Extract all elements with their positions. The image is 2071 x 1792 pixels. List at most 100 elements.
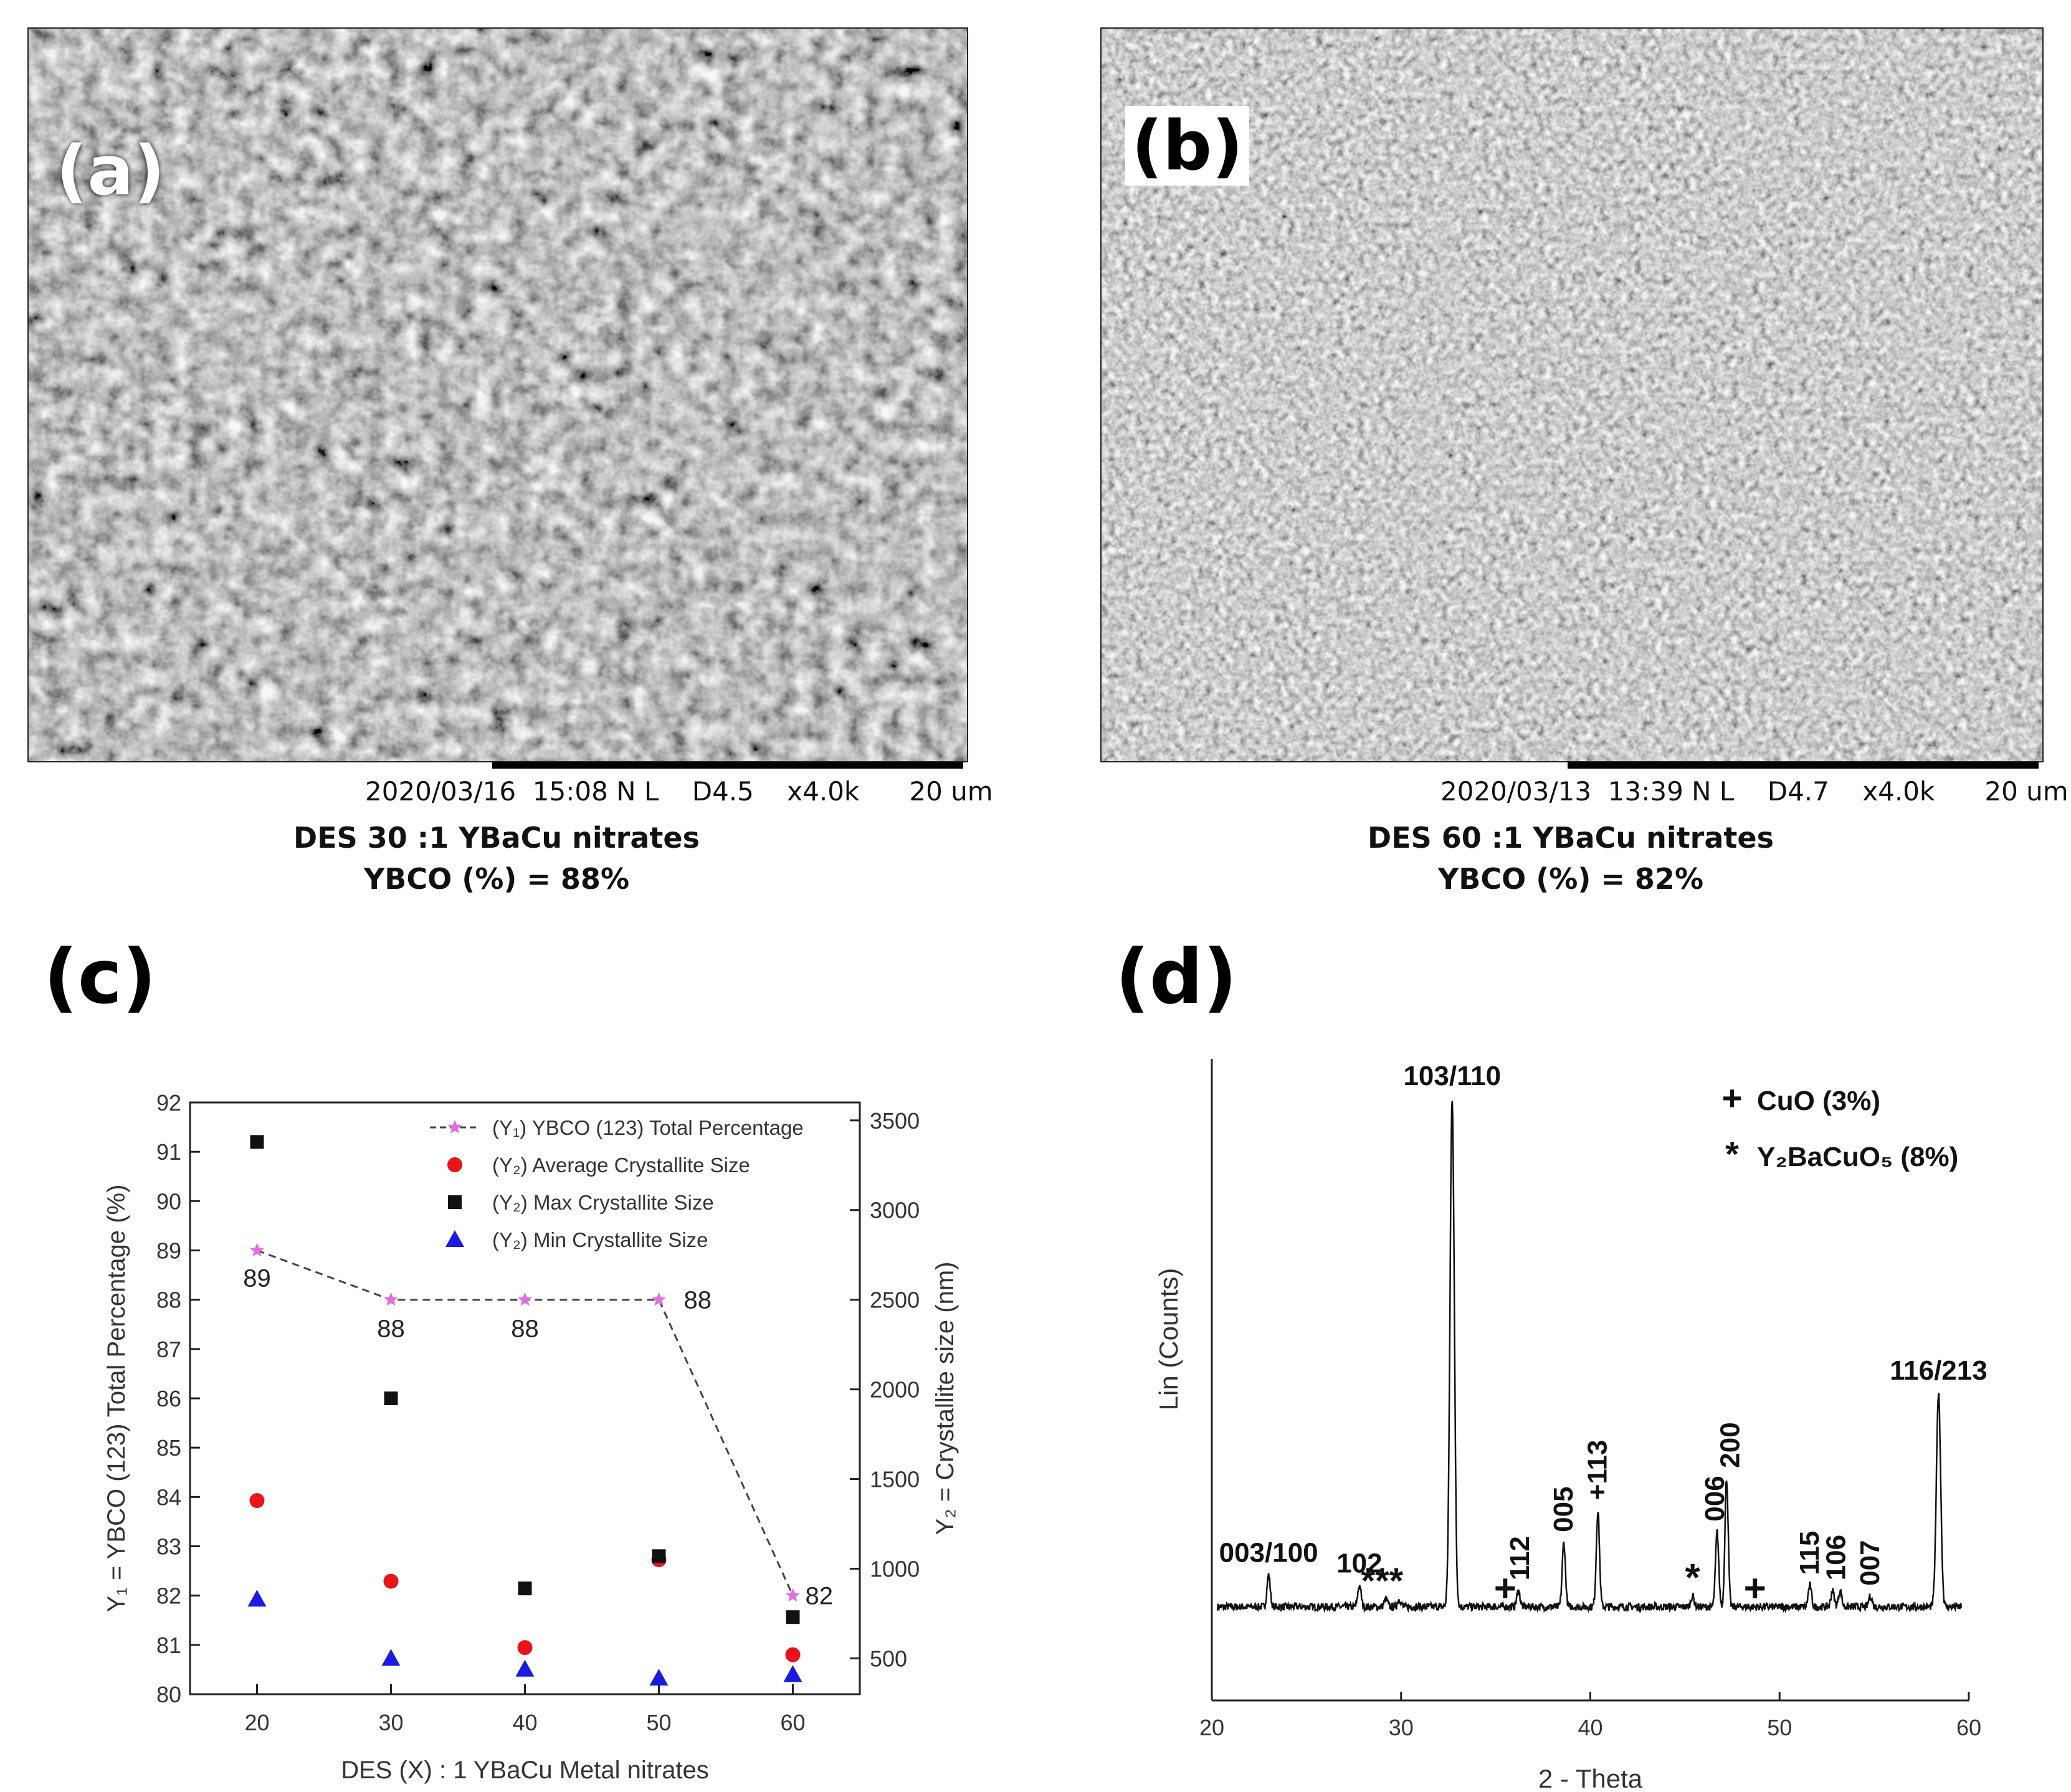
x-tick-label-d: 40 xyxy=(1578,1715,1602,1740)
x-axis-label-d: 2 - Theta xyxy=(1538,1764,1643,1788)
peak-label: 115 xyxy=(1794,1531,1825,1575)
peak-symbol: + xyxy=(1494,1567,1516,1610)
peak-label: +113 xyxy=(1583,1440,1613,1500)
panel-label-d: (d) xyxy=(1115,934,1237,1021)
data-point-circle xyxy=(249,1493,265,1509)
x-tick-label-c: 40 xyxy=(512,1710,537,1735)
x-tick-label-d: 50 xyxy=(1767,1715,1792,1740)
y-tick-label-c: 82 xyxy=(156,1583,181,1609)
y-tick-label-c: 84 xyxy=(156,1484,181,1510)
data-label-ybco: 89 xyxy=(243,1265,271,1292)
data-point-triangle xyxy=(649,1669,669,1686)
peak-symbol: *** xyxy=(1361,1561,1404,1601)
sem-info-b: 2020/03/13 13:39 N L D4.7 x4.0k 20 um xyxy=(1440,776,2069,807)
caption-b-line1: DES 60 :1 YBaCu nitrates xyxy=(1368,821,1774,855)
legend-symbol-d: + xyxy=(1722,1078,1743,1117)
data-point-circle xyxy=(785,1647,801,1662)
y-tick-label-c: 91 xyxy=(156,1139,181,1165)
peak-symbol: + xyxy=(1744,1567,1766,1610)
data-point-circle xyxy=(517,1640,533,1656)
data-point-triangle xyxy=(381,1649,401,1666)
legend-label-d: CuO (3%) xyxy=(1757,1086,1880,1116)
y-tick-label-c: 86 xyxy=(156,1386,181,1411)
data-point-circle xyxy=(383,1573,399,1589)
sem-texture-a xyxy=(29,29,967,761)
data-label-ybco: 88 xyxy=(377,1316,405,1343)
y2-tick-label-c: 1000 xyxy=(870,1556,920,1581)
data-point-triangle xyxy=(247,1590,267,1607)
y-axis-label-d: Lin (Counts) xyxy=(1154,1268,1183,1411)
peak-label: 005 xyxy=(1548,1486,1579,1532)
data-point-star xyxy=(518,1292,532,1306)
chart-c: 20 30 40 50 60 80 81 82 83 84 85 86 87 88 89 90 91 92 500 1… xyxy=(103,1090,959,1784)
sem-image-b xyxy=(1100,27,2044,762)
sem-image-a xyxy=(27,27,968,762)
caption-b-line2: YBCO (%) = 82% xyxy=(1437,862,1704,896)
peak-symbol: * xyxy=(1685,1557,1700,1600)
peak-label: 106 xyxy=(1821,1535,1851,1580)
legend-label-d: Y₂BaCuO₅ (8%) xyxy=(1757,1142,1958,1172)
y-tick-label-c: 80 xyxy=(156,1682,181,1707)
data-point-square xyxy=(786,1610,800,1624)
y-tick-label-c: 83 xyxy=(156,1534,181,1560)
legend-label-c: (Y₂) Max Crystallite Size xyxy=(492,1191,714,1214)
data-point-square xyxy=(250,1135,264,1149)
x-tick-label-d: 30 xyxy=(1389,1715,1414,1740)
peak-label: 103/110 xyxy=(1403,1061,1501,1091)
caption-a-line2: YBCO (%) = 88% xyxy=(363,862,630,896)
y-axis-label-c: Y₁ = YBCO (123) Total Percentage (%) xyxy=(103,1185,130,1613)
sem-info-a: 2020/03/16 15:08 N L D4.5 x4.0k 20 um xyxy=(365,776,993,807)
legend-marker-star xyxy=(447,1120,462,1134)
y-tick-label-c: 92 xyxy=(156,1090,181,1116)
data-point-triangle xyxy=(783,1665,802,1682)
peak-label: 200 xyxy=(1715,1422,1745,1467)
caption-a-line1: DES 30 :1 YBaCu nitrates xyxy=(293,821,700,855)
peak-label: 112 xyxy=(1505,1536,1535,1580)
panel-label-b: (b) xyxy=(1125,106,1250,186)
data-point-square xyxy=(518,1581,532,1596)
y2-tick-label-c: 3000 xyxy=(870,1198,920,1223)
y2-axis-label-c: Y₂ = Crystallite size (nm) xyxy=(931,1262,959,1535)
legend-symbol-d: * xyxy=(1725,1134,1739,1173)
data-point-square xyxy=(384,1391,398,1405)
data-label-ybco: 88 xyxy=(511,1316,539,1343)
y2-tick-label-c: 1500 xyxy=(870,1467,920,1492)
chart-d: 20 30 40 50 60 2 - Theta Lin (Counts) 003/100 10… xyxy=(1154,1059,1988,1788)
data-point-triangle xyxy=(515,1659,535,1677)
peak-label: 006 xyxy=(1700,1476,1730,1521)
legend-marker-square xyxy=(448,1195,462,1209)
data-point-star xyxy=(250,1243,264,1257)
data-label-ybco: 88 xyxy=(684,1287,712,1314)
xrd-pattern-line xyxy=(1216,1101,1963,1614)
x-tick-label-c: 50 xyxy=(646,1710,671,1735)
legend-marker-circle xyxy=(447,1157,462,1172)
data-label-ybco: 82 xyxy=(806,1583,834,1610)
x-tick-label-c: 60 xyxy=(780,1710,805,1735)
x-tick-label-d: 60 xyxy=(1956,1715,1981,1740)
y2-tick-label-c: 500 xyxy=(870,1646,907,1671)
y-tick-label-c: 89 xyxy=(156,1238,181,1264)
x-tick-label-d: 20 xyxy=(1199,1715,1224,1740)
peak-label: 003/100 xyxy=(1219,1538,1318,1568)
y-tick-label-c: 90 xyxy=(156,1188,181,1214)
legend-label-c: (Y₂) Average Crystallite Size xyxy=(492,1154,750,1177)
y2-tick-label-c: 2000 xyxy=(870,1377,920,1403)
scale-bar-a xyxy=(492,762,963,769)
data-point-star xyxy=(786,1588,800,1602)
y-tick-label-c: 81 xyxy=(156,1633,181,1658)
panel-label-a: (a) xyxy=(56,131,165,211)
data-point-star xyxy=(652,1292,666,1306)
legend-label-c: (Y₁) YBCO (123) Total Percentage xyxy=(492,1116,804,1139)
y2-tick-label-c: 2500 xyxy=(870,1287,920,1313)
y-tick-label-c: 85 xyxy=(156,1435,181,1461)
data-point-star xyxy=(384,1292,398,1306)
y-tick-label-c: 87 xyxy=(156,1337,181,1362)
legend-marker-triangle xyxy=(445,1230,464,1247)
peak-label: 007 xyxy=(1855,1540,1885,1585)
panel-label-c: (c) xyxy=(44,934,156,1021)
x-tick-label-c: 20 xyxy=(244,1710,269,1735)
peak-label: 116/213 xyxy=(1890,1355,1988,1386)
peak-label: 102 xyxy=(1336,1548,1382,1579)
sem-texture-b xyxy=(1102,29,2042,761)
scale-bar-b xyxy=(1568,762,2039,769)
